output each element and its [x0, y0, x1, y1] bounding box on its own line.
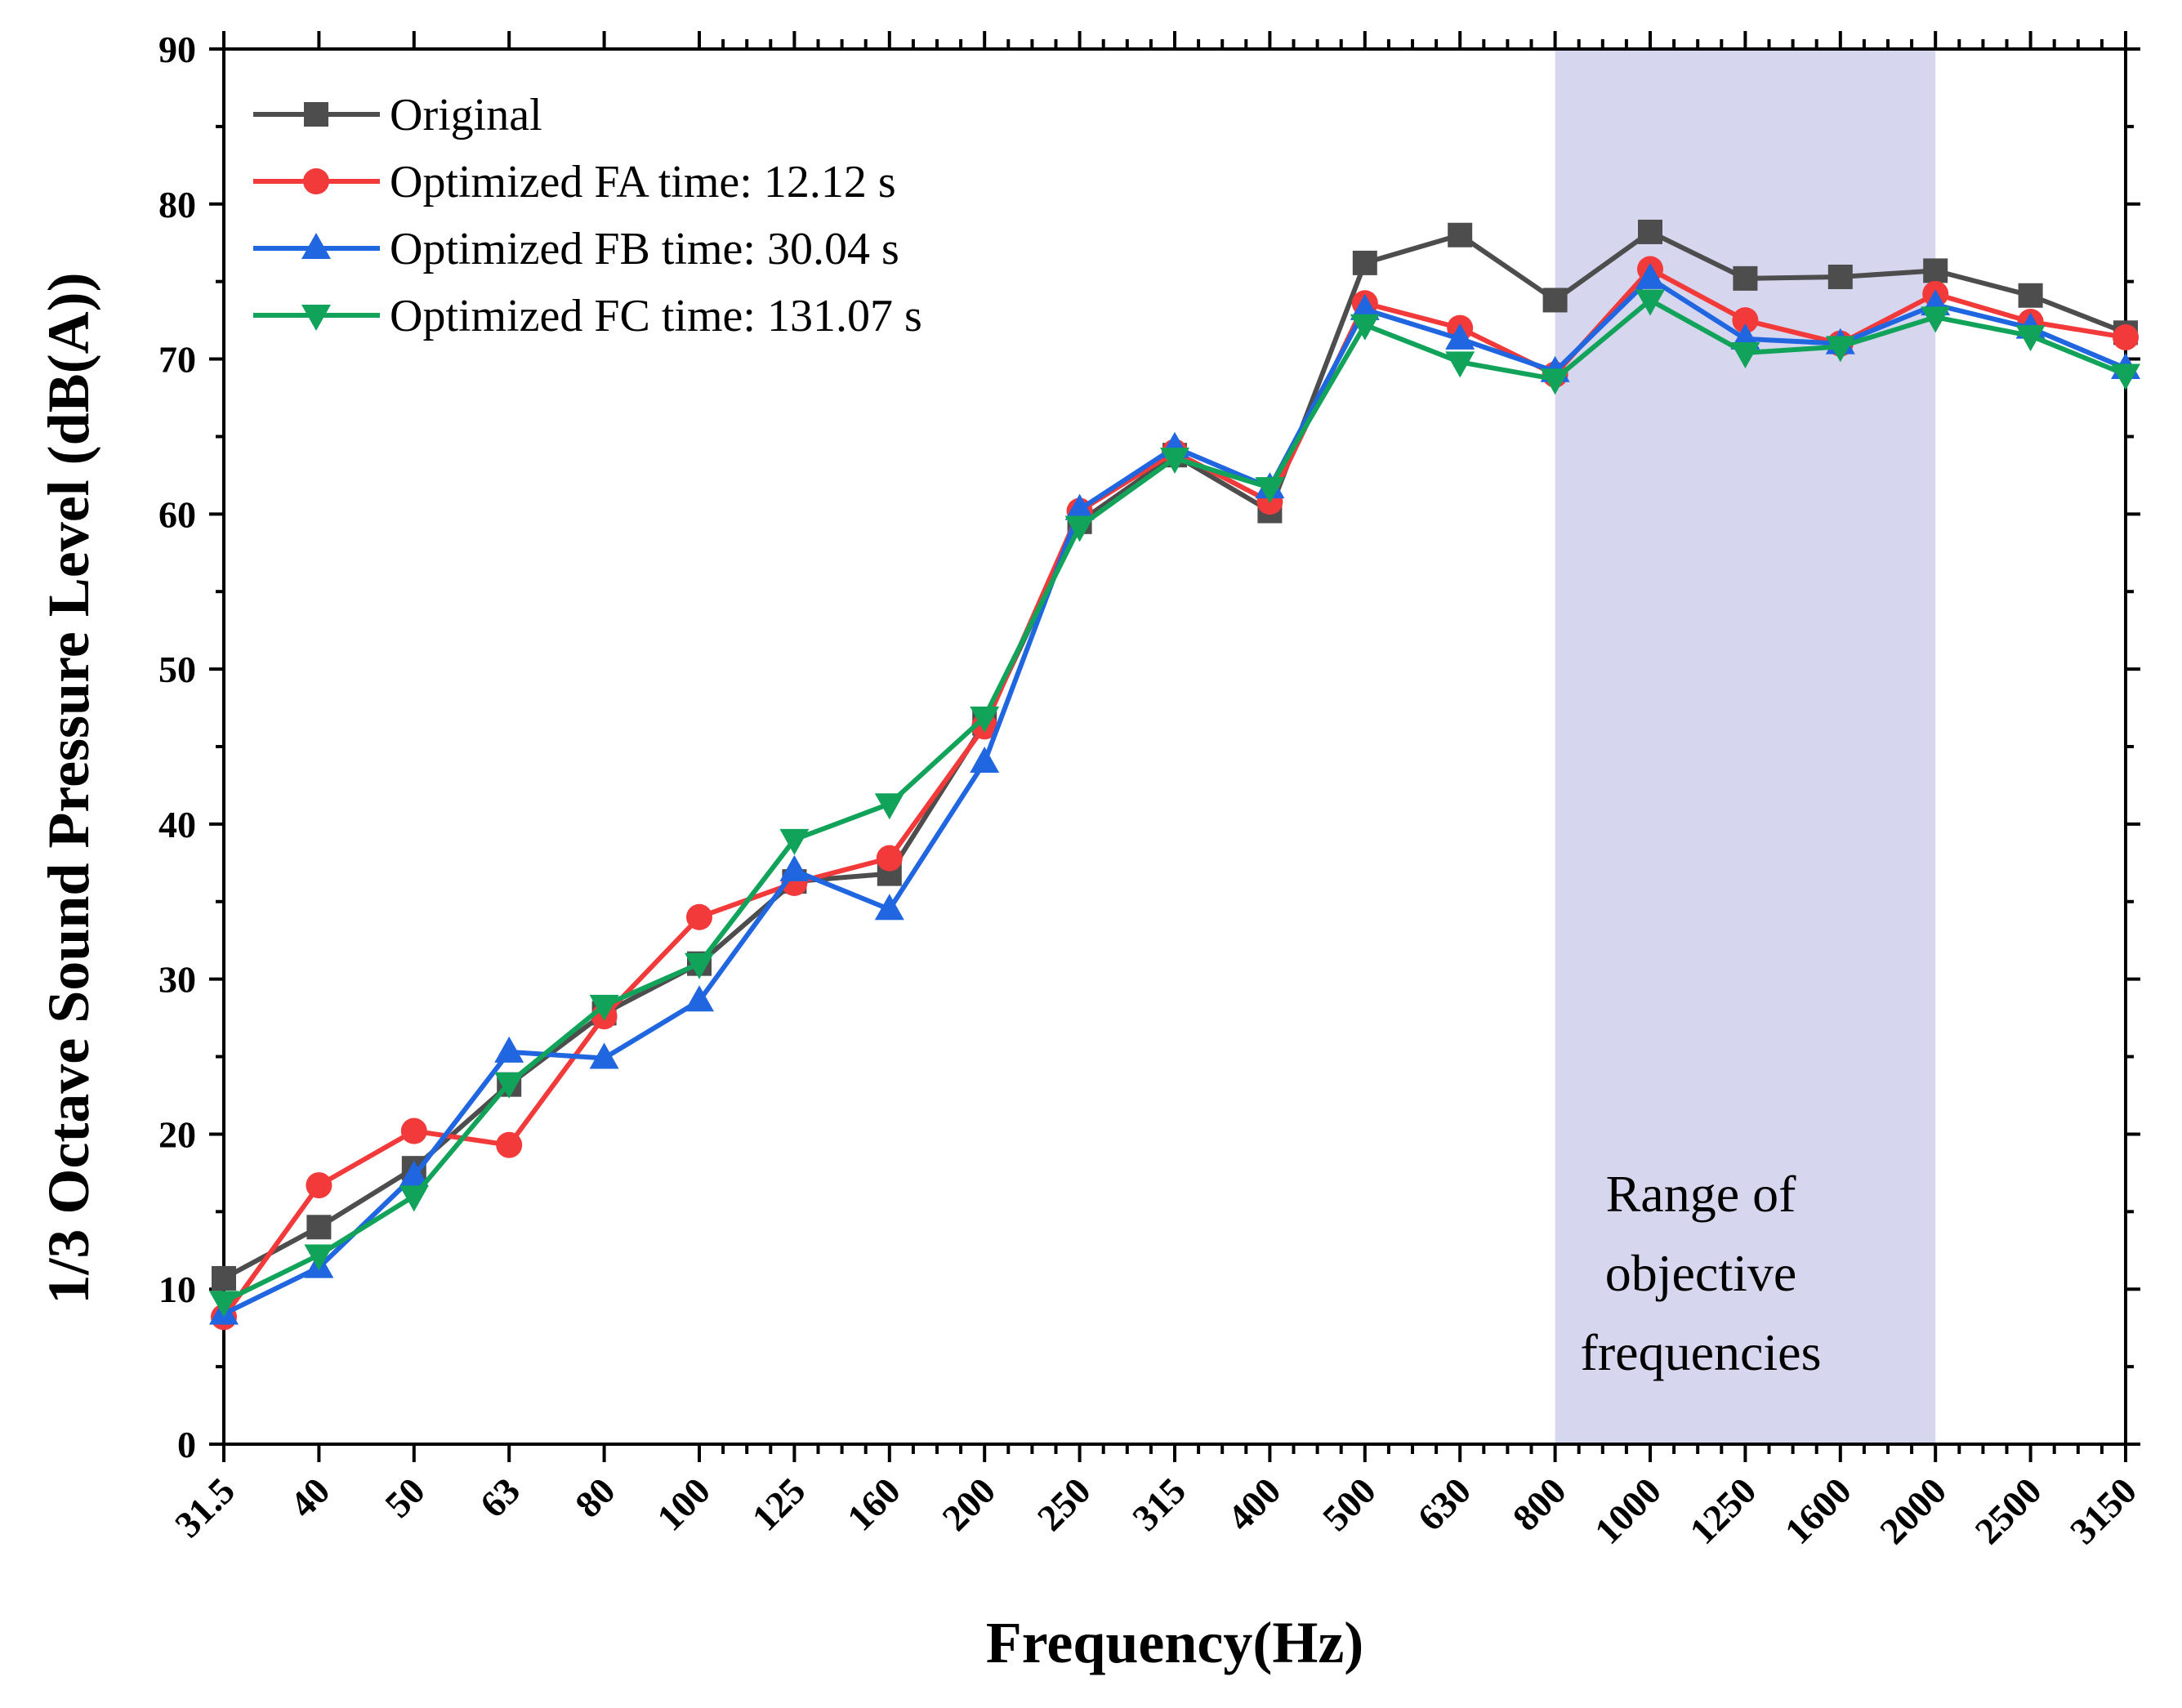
- y-tick-label: 0: [177, 1424, 196, 1465]
- data-point: [494, 1036, 524, 1063]
- data-point: [494, 1072, 524, 1099]
- data-point: [874, 793, 904, 820]
- annotation-line-3: frequencies: [1581, 1323, 1822, 1381]
- data-point: [2018, 283, 2043, 308]
- data-point: [304, 1244, 334, 1271]
- legend-label: Optimized FA time: 12.12 s: [390, 157, 896, 207]
- data-point: [212, 1265, 236, 1291]
- y-tick-label: 90: [158, 29, 196, 70]
- data-point: [1064, 493, 1095, 520]
- x-axis-title: Frequency(Hz): [986, 1610, 1364, 1675]
- data-point: [2015, 325, 2046, 352]
- legend-marker: [303, 168, 329, 194]
- data-point: [589, 1042, 619, 1069]
- data-point: [1255, 477, 1285, 504]
- data-point: [685, 952, 714, 979]
- legend-label: Optimized FB time: 30.04 s: [390, 224, 899, 274]
- data-point: [1732, 307, 1759, 334]
- data-point: [1921, 306, 1951, 333]
- data-point: [1445, 323, 1475, 350]
- series-4: [209, 289, 2140, 1318]
- data-point: [1733, 265, 1758, 291]
- data-point: [1635, 289, 1665, 316]
- data-point: [685, 985, 714, 1012]
- data-point: [1448, 222, 1473, 248]
- data-point: [400, 1117, 427, 1144]
- data-point: [970, 746, 1000, 773]
- data-point: [779, 828, 810, 855]
- data-point: [1730, 341, 1760, 368]
- data-point: [1445, 351, 1475, 378]
- y-tick-label: 70: [158, 339, 196, 381]
- y-tick-label: 20: [158, 1113, 196, 1155]
- y-tick-label: 10: [158, 1269, 196, 1310]
- data-point: [1827, 264, 1853, 289]
- data-point: [779, 854, 810, 881]
- data-point: [1638, 219, 1662, 244]
- data-point: [874, 894, 904, 921]
- legend-marker: [301, 305, 331, 331]
- legend-label: Original: [390, 90, 542, 140]
- y-axis-title: 1/3 Octave Sound Pressure Level (dB(A)): [36, 272, 101, 1304]
- data-point: [1825, 336, 1855, 363]
- data-point: [1160, 448, 1189, 475]
- data-point: [1923, 258, 1948, 283]
- series-layer: [209, 219, 2140, 1331]
- data-point: [399, 1160, 429, 1187]
- legend-label: Optimized FC time: 131.07 s: [390, 291, 922, 341]
- y-tick-label: 40: [158, 804, 196, 845]
- data-point: [399, 1185, 429, 1212]
- data-point: [1542, 288, 1568, 313]
- y-tick-label: 60: [158, 493, 196, 535]
- data-point: [686, 903, 712, 930]
- y-tick-label: 80: [158, 184, 196, 225]
- legend: Original Optimized FA time: 12.12 s Optimi…: [253, 90, 922, 341]
- legend-marker: [304, 102, 328, 127]
- y-tick-label: 30: [158, 959, 196, 1001]
- data-point: [1350, 293, 1380, 320]
- data-point: [496, 1131, 523, 1158]
- annotation-line-2: objective: [1605, 1244, 1797, 1302]
- legend-marker: [301, 233, 331, 259]
- data-point: [970, 706, 1000, 733]
- data-point: [1350, 314, 1380, 341]
- data-point: [306, 1215, 332, 1240]
- data-point: [209, 1291, 239, 1318]
- data-point: [1352, 250, 1377, 275]
- data-point: [589, 994, 619, 1021]
- data-point: [1064, 515, 1095, 542]
- y-tick-label: 50: [158, 649, 196, 690]
- data-point: [1540, 368, 1570, 395]
- axes: [209, 31, 2140, 1462]
- data-point: [2111, 363, 2140, 390]
- data-point: [1635, 262, 1665, 289]
- data-point: [2113, 323, 2139, 350]
- annotation-line-1: Range of: [1606, 1165, 1797, 1223]
- data-point: [876, 845, 903, 872]
- data-point: [306, 1172, 332, 1199]
